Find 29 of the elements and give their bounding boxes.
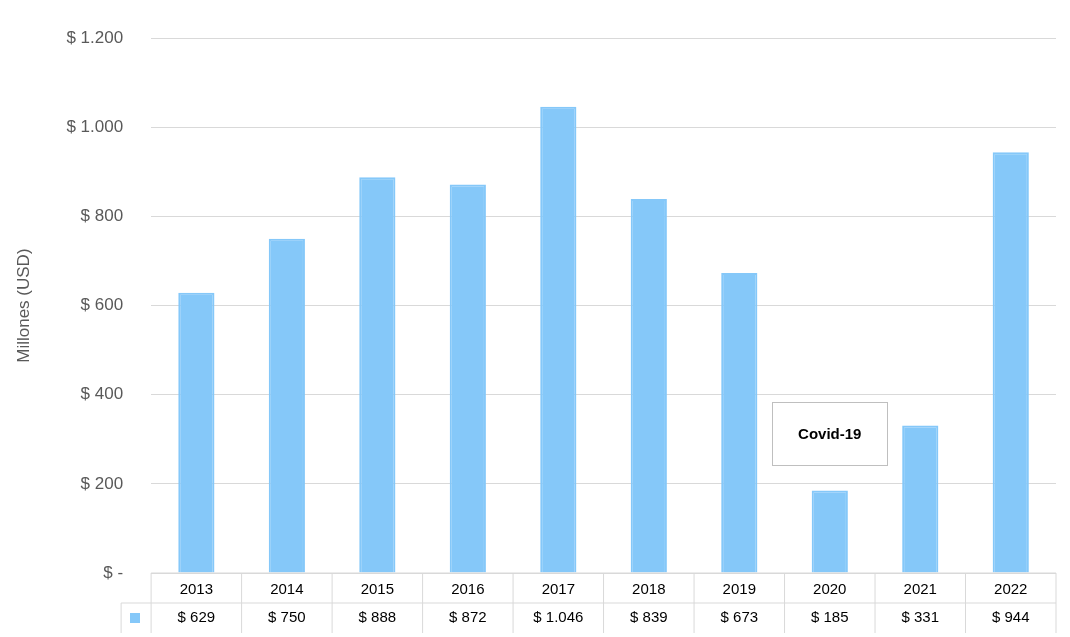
data-label: $ 839: [630, 608, 668, 626]
x-tick-label: 2015: [360, 580, 395, 598]
x-tick-label: 2021: [903, 580, 937, 598]
y-tick-label: $ 800: [80, 206, 124, 226]
data-label: $ 872: [449, 608, 487, 626]
y-tick-label: $ 1.000: [66, 117, 124, 137]
y-tick-label: $ 400: [80, 384, 124, 404]
data-label: $ 673: [720, 608, 759, 626]
x-tick-label: 2013: [179, 580, 214, 598]
callout-box: Covid-19: [771, 401, 888, 466]
data-label: $ 888: [358, 608, 397, 626]
y-axis-title: Millones (USD): [13, 248, 33, 363]
x-tick-label: 2018: [632, 580, 666, 598]
y-tick-label: $ 200: [80, 473, 124, 493]
x-tick-label: 2017: [541, 580, 575, 598]
x-tick-label: 2019: [722, 580, 756, 598]
data-label: $ 1.046: [533, 608, 584, 626]
y-tick-label: $ -: [103, 562, 124, 582]
data-label: $ 331: [901, 608, 940, 626]
data-label: $ 750: [268, 608, 306, 626]
y-tick-label: $ 600: [80, 295, 124, 315]
data-label: $ 629: [177, 608, 216, 626]
data-label: $ 944: [991, 608, 1030, 626]
x-tick-label: 2016: [451, 580, 485, 598]
x-tick-label: 2022: [994, 580, 1028, 598]
x-tick-label: 2014: [270, 580, 304, 598]
x-tick-label: 2020: [813, 580, 847, 598]
y-tick-label: $ 1.200: [66, 27, 124, 47]
data-label: $ 185: [811, 608, 849, 626]
